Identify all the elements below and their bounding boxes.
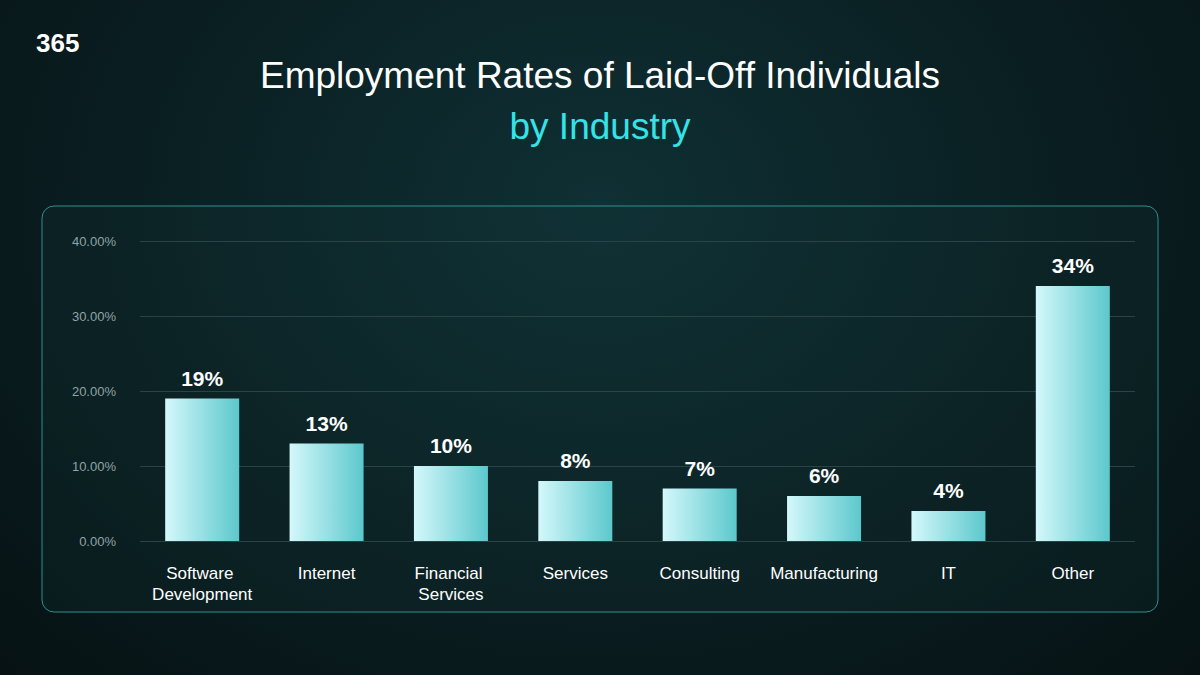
svg-text:8%: 8% — [560, 449, 591, 472]
svg-text:0.00%: 0.00% — [79, 534, 116, 549]
svg-text:10%: 10% — [430, 434, 472, 457]
svg-text:365: 365 — [36, 28, 79, 58]
svg-text:34%: 34% — [1052, 254, 1094, 277]
svg-text:Financial: Financial — [415, 564, 488, 583]
svg-text:19%: 19% — [181, 367, 223, 390]
svg-text:10.00%: 10.00% — [72, 459, 117, 474]
svg-text:by Industry: by Industry — [510, 106, 691, 147]
svg-text:Consulting: Consulting — [660, 564, 740, 583]
svg-text:7%: 7% — [685, 457, 716, 480]
svg-text:Internet: Internet — [298, 564, 356, 583]
svg-text:6%: 6% — [809, 464, 840, 487]
svg-text:40.00%: 40.00% — [72, 234, 117, 249]
svg-text:Other: Other — [1052, 564, 1095, 583]
svg-text:13%: 13% — [306, 412, 348, 435]
svg-text:Manufacturing: Manufacturing — [770, 564, 878, 583]
svg-text:30.00%: 30.00% — [72, 309, 117, 324]
svg-text:Software: Software — [166, 564, 238, 583]
svg-text:IT: IT — [941, 564, 956, 583]
svg-text:Services: Services — [543, 564, 608, 583]
svg-text:20.00%: 20.00% — [72, 384, 117, 399]
svg-text:Services: Services — [418, 585, 483, 604]
svg-text:4%: 4% — [933, 479, 964, 502]
svg-text:Development: Development — [152, 585, 252, 604]
svg-text:Employment Rates of Laid-Off I: Employment Rates of Laid-Off Individuals — [260, 55, 940, 96]
